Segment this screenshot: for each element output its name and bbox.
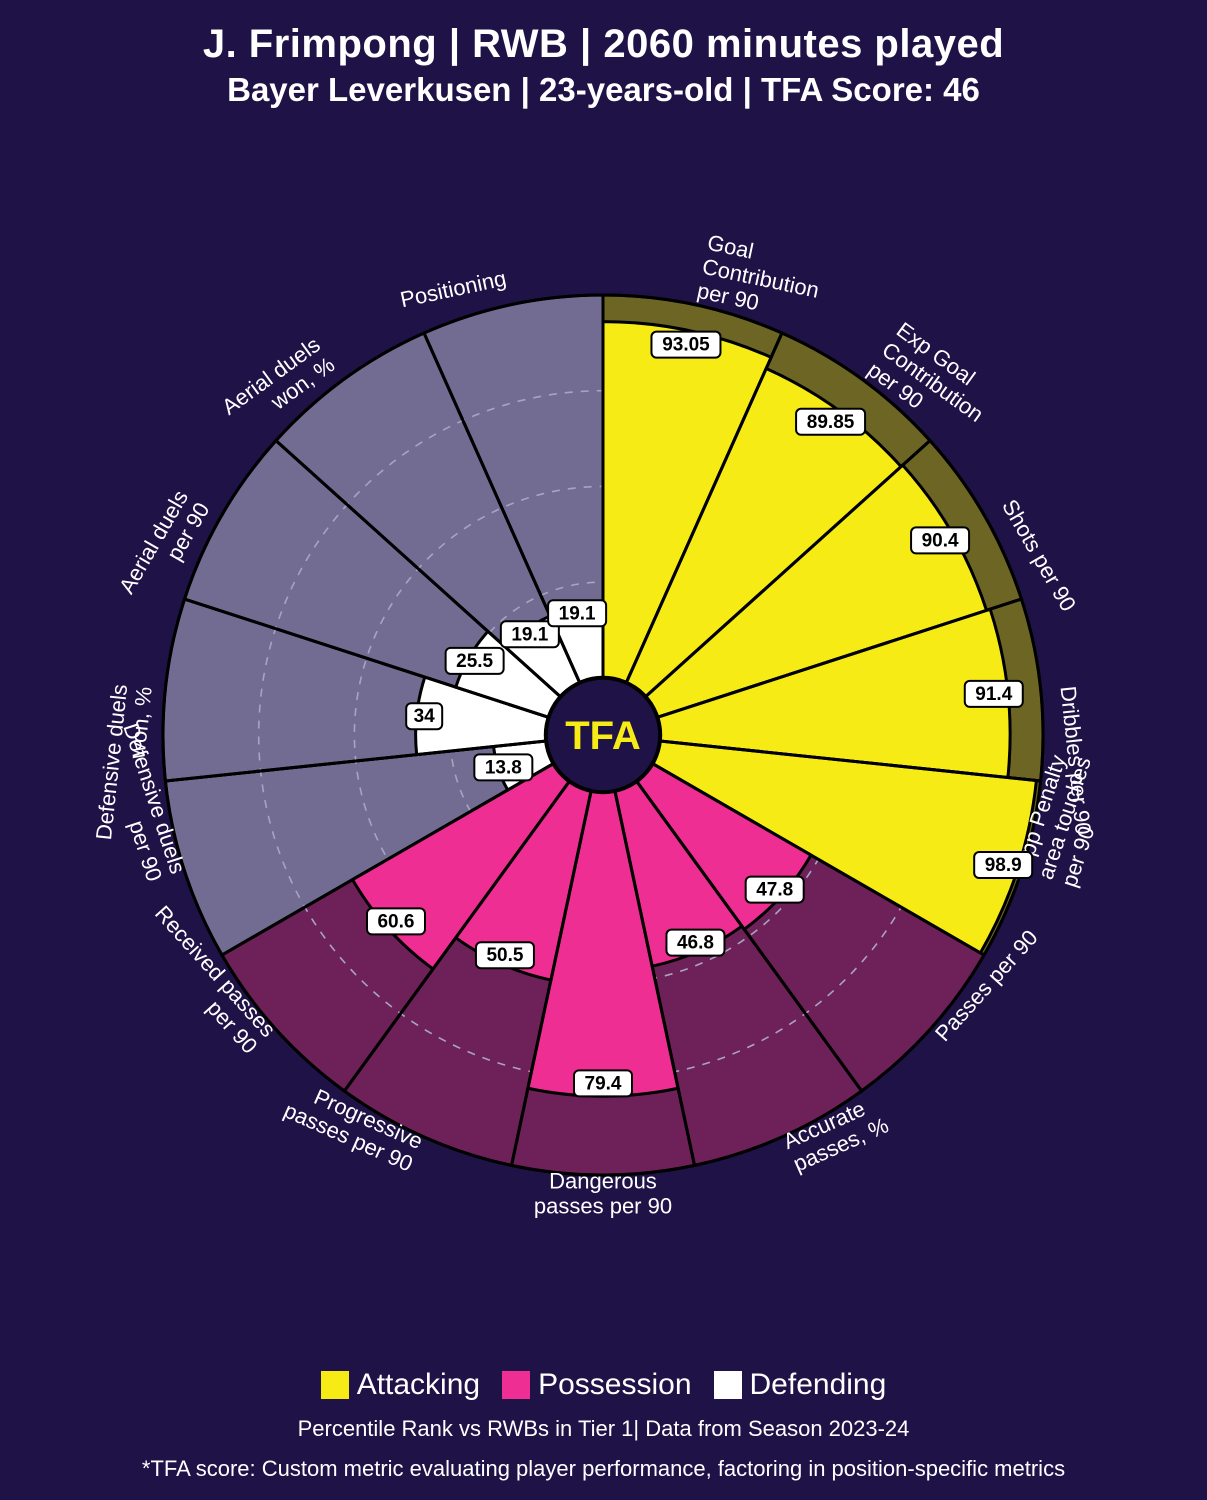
legend: Attacking Possession Defending — [0, 1368, 1207, 1402]
value-label: 89.85 — [807, 412, 855, 433]
value-label: 46.8 — [677, 933, 714, 954]
legend-item: Attacking — [321, 1368, 480, 1402]
slice-label: Positioning — [398, 265, 508, 312]
value-label: 98.9 — [985, 855, 1022, 876]
legend-item: Possession — [502, 1368, 691, 1402]
value-label: 60.6 — [377, 911, 414, 932]
value-label: 13.8 — [485, 757, 522, 778]
value-label: 25.5 — [456, 651, 493, 672]
value-label: 91.4 — [975, 684, 1012, 705]
slice-label: Dangerouspasses per 90 — [534, 1169, 672, 1219]
legend-label: Possession — [538, 1368, 691, 1402]
chart-title: J. Frimpong | RWB | 2060 minutes played — [0, 0, 1207, 67]
footnote-comparison: Percentile Rank vs RWBs in Tier 1| Data … — [0, 1416, 1207, 1442]
legend-swatch — [502, 1371, 530, 1399]
value-label: 93.05 — [662, 335, 710, 356]
legend-swatch — [714, 1371, 742, 1399]
value-label: 34 — [414, 706, 436, 727]
value-label: 79.4 — [585, 1073, 622, 1094]
value-label: 90.4 — [922, 530, 959, 551]
value-label: 19.1 — [511, 624, 548, 645]
value-label: 19.1 — [559, 603, 596, 624]
legend-item: Defending — [714, 1368, 887, 1402]
value-label: 50.5 — [486, 945, 523, 966]
legend-swatch — [321, 1371, 349, 1399]
value-label: 47.8 — [756, 880, 793, 901]
page: J. Frimpong | RWB | 2060 minutes played … — [0, 0, 1207, 1500]
polar-chart: GoalContributionper 90Exp GoalContributi… — [0, 135, 1207, 1335]
legend-label: Attacking — [357, 1368, 480, 1402]
footnote-tfa-score: *TFA score: Custom metric evaluating pla… — [0, 1456, 1207, 1482]
chart-subtitle: Bayer Leverkusen | 23-years-old | TFA Sc… — [0, 67, 1207, 109]
legend-label: Defending — [750, 1368, 887, 1402]
center-label: TFA — [565, 714, 641, 758]
